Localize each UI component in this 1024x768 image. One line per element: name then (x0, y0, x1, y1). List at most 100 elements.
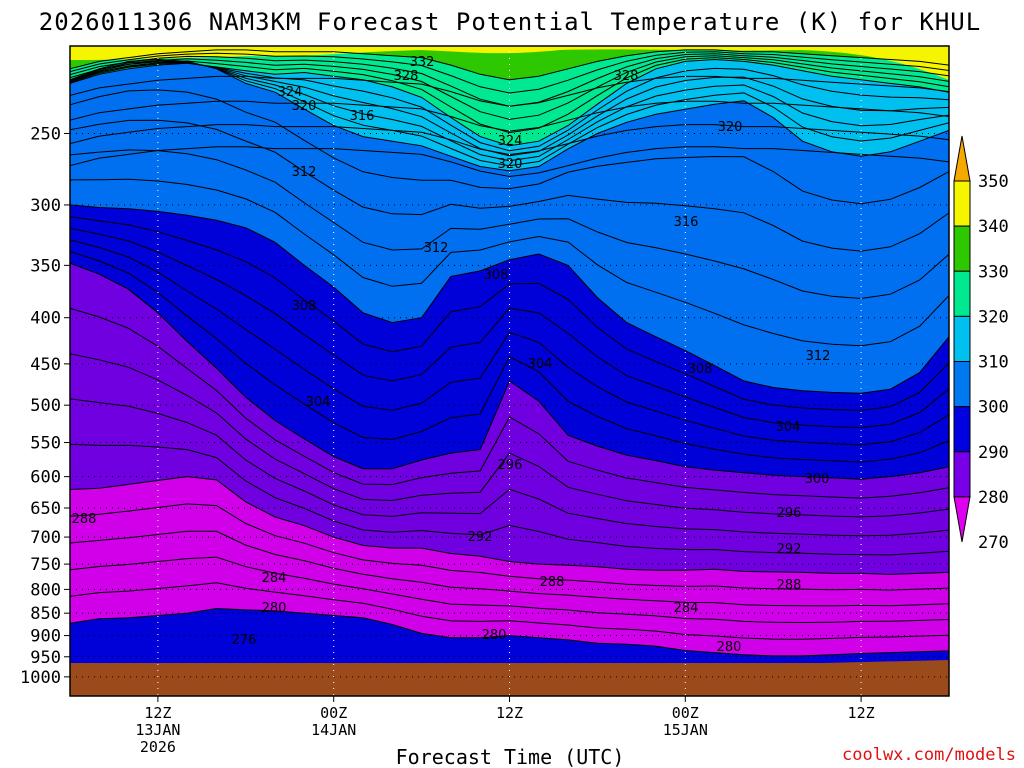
colorbar-segment (953, 180, 971, 227)
layer-theta_330 (70, 46, 949, 146)
colorbar-segment (953, 315, 971, 362)
contour-label: 276 (232, 633, 257, 648)
y-tick-label: 700 (30, 528, 61, 548)
layer-theta_340 (70, 46, 949, 80)
y-tick-label: 300 (30, 196, 61, 216)
colorbar-segment (953, 406, 971, 453)
contour-label: 304 (306, 395, 331, 410)
contour-label: 280 (262, 601, 287, 616)
colorbar-bottom-arrow (953, 496, 971, 542)
x-tick-label: 2026 (140, 738, 176, 756)
contour-label: 288 (540, 575, 565, 590)
contour-label: 280 (482, 628, 507, 643)
colorbar-segment (953, 225, 971, 272)
colorbar-label: 350 (978, 172, 1009, 192)
layer-theta_310 (70, 46, 949, 394)
contour-theta_310-1 (70, 178, 949, 347)
colorbar-segment (953, 451, 971, 498)
contour-label: 304 (528, 357, 553, 372)
contour-label: 284 (262, 571, 287, 586)
colorbar-label: 330 (978, 262, 1009, 282)
y-tick-label: 250 (30, 124, 61, 144)
contour-label: 328 (614, 69, 639, 84)
contour-label: 296 (498, 458, 523, 473)
x-axis-label: Forecast Time (UTC) (396, 745, 625, 768)
contour-label: 308 (484, 268, 509, 283)
contour-label: 284 (674, 601, 699, 616)
contour-theta_300-3 (70, 227, 949, 429)
contour-theta_340-4 (70, 146, 949, 178)
contour-theta_330-1 (70, 57, 949, 134)
contour-label: 280 (717, 640, 742, 655)
x-tick-label: 15JAN (663, 721, 708, 739)
contour-theta_280-0 (70, 607, 949, 657)
colorbar-label: 310 (978, 353, 1009, 373)
contour-label: 292 (468, 530, 493, 545)
credit-link[interactable]: coolwx.com/models (842, 745, 1016, 765)
contour-label: 308 (292, 299, 317, 314)
contour-label: 324 (498, 134, 523, 149)
chart-title: 2026011306 NAM3KM Forecast Potential Tem… (39, 8, 981, 36)
contour-theta_290-3 (70, 353, 949, 518)
contour-theta_340-2 (70, 100, 949, 132)
contour-label: 300 (805, 472, 830, 487)
y-tick-label: 400 (30, 309, 61, 329)
x-tick-label: 00Z (672, 704, 699, 722)
contour-label: 312 (292, 165, 317, 180)
y-tick-label: 1000 (20, 668, 61, 688)
y-tick-label: 800 (30, 580, 61, 600)
y-tick-label: 550 (30, 434, 61, 454)
colorbar-label: 320 (978, 307, 1009, 327)
contour-theta_290-0 (70, 476, 949, 575)
y-tick-label: 500 (30, 396, 61, 416)
contour-theta_300-1 (70, 251, 949, 463)
y-tick-label: 450 (30, 355, 61, 375)
colorbar-label: 290 (978, 443, 1009, 463)
colorbar-segment (953, 361, 971, 408)
contour-theta_310-0 (70, 204, 949, 394)
contour-theta_290-4 (70, 307, 949, 499)
y-tick-label: 650 (30, 499, 61, 519)
dotted-gridlines (70, 46, 949, 696)
contour-label: 308 (688, 362, 713, 377)
contour-theta_330-0 (70, 58, 949, 147)
contour-theta_300-4 (70, 216, 949, 411)
contour-theta_290-1 (70, 443, 949, 556)
contour-label: 312 (806, 349, 831, 364)
contour-theta_290-2 (70, 398, 949, 537)
contour-label: 320 (498, 157, 523, 172)
x-tick-label: 00Z (320, 704, 347, 722)
y-tick-label: 350 (30, 256, 61, 276)
y-axis: 250 300 350 400 450 500 550 600 650 700 750 800 850 9… (20, 124, 70, 688)
contour-theta_340-0 (70, 49, 949, 81)
colorbar: 350 340 330 320 310 300 290 280 270 (953, 135, 1009, 553)
y-tick-label: 950 (30, 648, 61, 668)
y-tick-label: 850 (30, 604, 61, 624)
colorbar-label: 340 (978, 217, 1009, 237)
colorbar-top-arrow (953, 135, 971, 182)
contour-label: 316 (350, 109, 375, 124)
colorbar-label: 300 (978, 398, 1009, 418)
y-tick-label: 600 (30, 468, 61, 488)
layer-theta_350 (70, 46, 949, 80)
contour-label: 320 (292, 99, 317, 114)
contour-label: 288 (777, 578, 802, 593)
contour-label: 332 (410, 55, 435, 70)
contour-label: 296 (777, 506, 802, 521)
y-tick-label: 900 (30, 627, 61, 647)
contour-theta_280-2 (70, 556, 949, 624)
contour-label: 312 (424, 241, 449, 256)
ground-surface-top (70, 660, 949, 696)
x-tick-label: 13JAN (135, 721, 180, 739)
contour-theta_330-4 (70, 51, 949, 94)
contour-theta_310-2 (70, 149, 949, 300)
x-tick-label: 14JAN (311, 721, 356, 739)
contour-label: 320 (718, 120, 743, 135)
x-tick-label: 12Z (496, 704, 523, 722)
contour-theta_310-4 (70, 89, 949, 205)
colorbar-label: 280 (978, 488, 1009, 508)
x-tick-label: 12Z (848, 704, 875, 722)
